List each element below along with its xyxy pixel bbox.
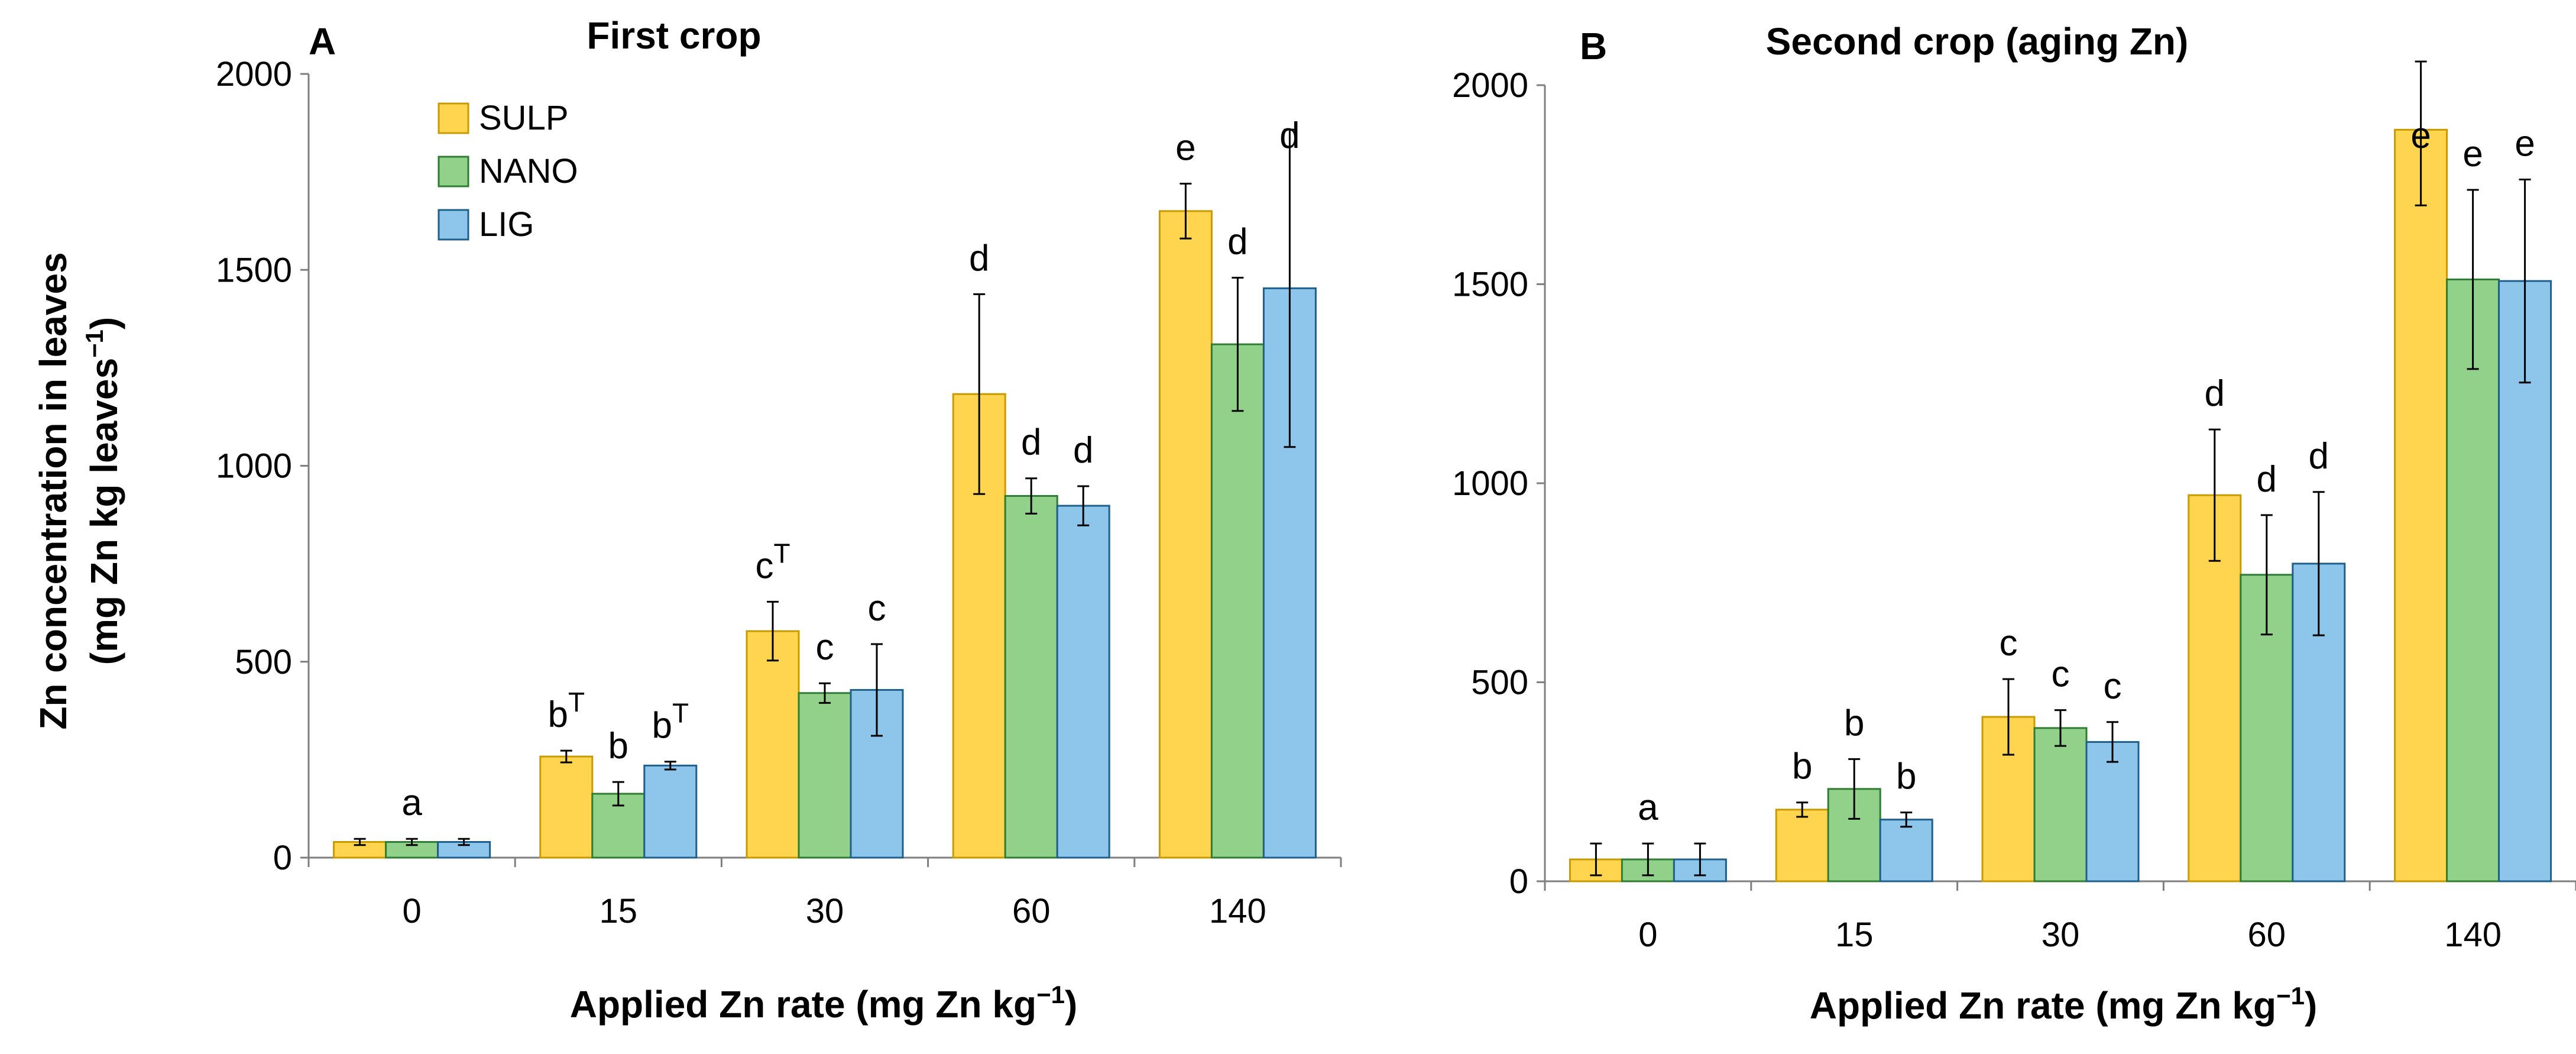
bar-nano-140 xyxy=(1210,343,1265,859)
significance-label: c xyxy=(816,627,834,668)
significance-label: d xyxy=(1073,430,1093,471)
bar-lig-15 xyxy=(1879,819,1933,882)
legend-label-lig: LIG xyxy=(479,205,534,244)
significance-label: c xyxy=(2104,666,2122,707)
y-tick-label: 500 xyxy=(235,643,292,681)
legend-swatch-nano xyxy=(438,156,469,187)
bar-sulp-30 xyxy=(746,630,800,859)
x-tick-label: 60 xyxy=(2248,916,2286,954)
bar-nano-30 xyxy=(798,692,852,859)
y-tick-label: 0 xyxy=(273,839,292,877)
bar-lig-15 xyxy=(643,764,698,859)
bar-nano-30 xyxy=(2033,727,2088,882)
legend-label-nano: NANO xyxy=(479,152,578,190)
x-tick-label: 30 xyxy=(2042,916,2080,954)
panel-b: B Second crop (aging Zn) Applied Zn rate… xyxy=(1452,20,2576,1027)
panel-b-x-axis-label: Applied Zn rate (mg Zn kg−1) xyxy=(1810,982,2318,1027)
y-tick-label: 500 xyxy=(1471,664,1528,702)
significance-label: b xyxy=(608,726,628,767)
significance-label: a xyxy=(401,783,422,823)
y-tick-label: 2000 xyxy=(216,55,292,93)
x-tick-label: 60 xyxy=(1012,892,1051,930)
panel-b-letter: B xyxy=(1580,25,1607,67)
x-tick-label: 15 xyxy=(600,892,638,930)
significance-label: c xyxy=(868,588,886,629)
significance-label: b xyxy=(1792,746,1812,787)
bar-sulp-140 xyxy=(1158,210,1213,859)
bar-sulp-15 xyxy=(539,755,594,859)
panel-a-x-axis-label: Applied Zn rate (mg Zn kg−1) xyxy=(570,981,1078,1026)
significance-label: b xyxy=(1844,703,1864,743)
legend-label-sulp: SULP xyxy=(479,99,569,137)
y-axis-label-line1: Zn concentration in leaves xyxy=(32,252,74,729)
panel-a: A First crop Applied Zn rate (mg Zn kg−1… xyxy=(216,14,1342,1026)
bar-sulp-140 xyxy=(2394,128,2448,882)
legend-swatch-lig xyxy=(438,209,469,241)
x-tick-label: 0 xyxy=(402,892,421,930)
significance-label: e xyxy=(1175,128,1195,169)
legend: SULP NANO LIG xyxy=(438,99,578,244)
significance-label: d xyxy=(1279,115,1300,156)
x-tick-label: 0 xyxy=(1638,916,1657,954)
bar-lig-60 xyxy=(1056,505,1110,859)
x-tick-label: 140 xyxy=(1209,892,1266,930)
significance-label: d xyxy=(2309,436,2329,477)
significance-label: d xyxy=(1021,422,1041,463)
significance-label: e xyxy=(2515,124,2535,164)
significance-label: bT xyxy=(548,687,585,735)
y-tick-label: 1000 xyxy=(216,447,292,486)
x-tick-label: 140 xyxy=(2444,916,2502,954)
significance-label: a xyxy=(1638,787,1658,828)
significance-label: d xyxy=(2257,459,2277,500)
significance-label: e xyxy=(2410,115,2431,156)
y-tick-label: 2000 xyxy=(1452,66,1528,105)
panel-a-title: First crop xyxy=(587,14,761,57)
y-tick-label: 1000 xyxy=(1452,464,1528,503)
bar-lig-30 xyxy=(2085,741,2140,882)
significance-label: d xyxy=(969,238,989,279)
significance-label: b xyxy=(1896,756,1916,797)
y-tick-label: 0 xyxy=(1509,862,1528,901)
significance-label: bT xyxy=(652,698,689,746)
panel-b-title: Second crop (aging Zn) xyxy=(1766,20,2189,63)
legend-swatch-sulp xyxy=(438,102,469,134)
x-tick-label: 15 xyxy=(1835,916,1874,954)
significance-label: d xyxy=(1227,222,1248,263)
bar-nano-60 xyxy=(1004,495,1058,859)
significance-label: e xyxy=(2462,134,2483,174)
x-tick-label: 30 xyxy=(806,892,844,930)
panel-a-letter: A xyxy=(309,20,336,63)
y-tick-label: 1500 xyxy=(216,251,292,289)
significance-label: c xyxy=(2000,623,2018,664)
y-axis-label-line2: (mg Zn kg leaves−1) xyxy=(80,317,125,665)
significance-label: d xyxy=(2205,373,2225,414)
significance-label: c xyxy=(2052,654,2070,695)
bar-sulp-15 xyxy=(1775,809,1829,882)
significance-label: cT xyxy=(755,538,790,586)
y-tick-label: 1500 xyxy=(1452,266,1528,304)
